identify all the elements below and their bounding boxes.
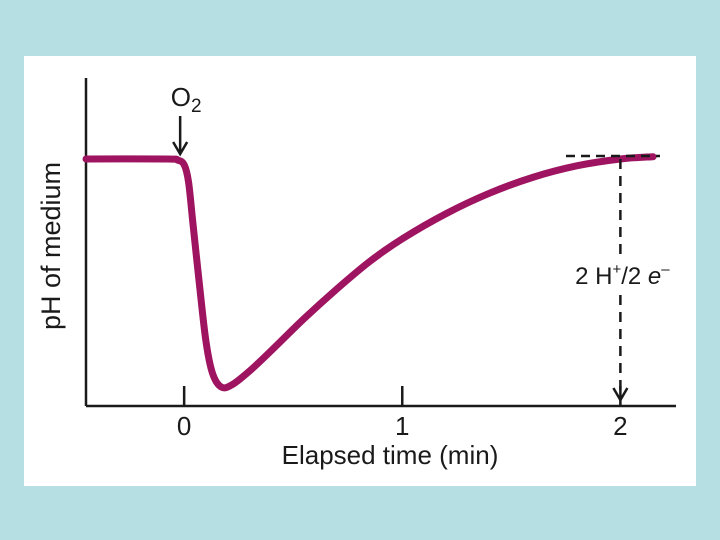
ratio-label-background bbox=[560, 256, 683, 292]
ph-chart: 0 1 2 pH of medium Elapsed time (min) O2 2… bbox=[36, 78, 683, 470]
x-axis-label: Elapsed time (min) bbox=[282, 440, 499, 470]
chart-panel: 0 1 2 pH of medium Elapsed time (min) O2 2… bbox=[24, 56, 696, 486]
x-tick-label-0: 0 bbox=[177, 411, 191, 441]
ph-curve-line bbox=[82, 153, 657, 392]
ratio-arrow-head-icon bbox=[612, 387, 629, 403]
x-tick-label-1: 1 bbox=[395, 411, 409, 441]
o2-annotation: O2 bbox=[171, 82, 202, 117]
y-axis-label: pH of medium bbox=[36, 162, 66, 330]
ratio-annotation: 2 H+/2 e– bbox=[575, 261, 670, 290]
x-tick-label-2: 2 bbox=[613, 411, 627, 441]
o2-arrow-head-icon bbox=[172, 141, 189, 157]
